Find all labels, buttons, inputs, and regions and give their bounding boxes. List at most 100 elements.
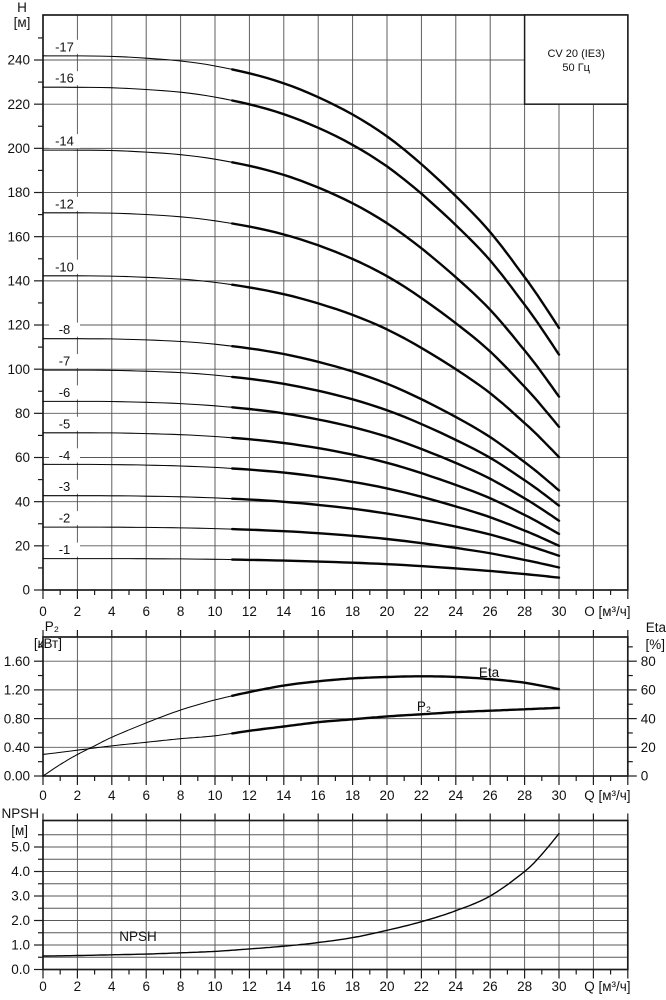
curve--12-bold [230, 222, 561, 428]
x-tick-label: 12 [242, 788, 257, 803]
power-eta-chart: 0.000.400.801.201.60P₂[кВт]020406080Eta[… [4, 619, 666, 803]
curve-label--1: -1 [59, 542, 71, 557]
info-box-model: CV 20 (IE3) [547, 48, 604, 60]
curve--4-thin [42, 463, 233, 470]
curve--12-thin [42, 212, 233, 225]
x-tick-label: 14 [276, 788, 292, 803]
p2-curve-thin [42, 732, 237, 756]
x-tick-label: 10 [207, 604, 222, 619]
eta-tick-label: 0 [641, 769, 649, 784]
eta-curve-bold [230, 675, 561, 697]
x-tick-label: 22 [414, 979, 429, 994]
curve--3-thin [42, 495, 233, 500]
curve-label-bg [49, 385, 80, 400]
x-tick-label: 0 [39, 788, 47, 803]
x-tick-label: 24 [448, 979, 464, 994]
curve--17-thin [42, 55, 233, 70]
curve--16-thin [42, 86, 233, 102]
npsh-curve [42, 832, 560, 957]
npsh-axis-unit: [м] [11, 823, 28, 838]
npsh-axis-title: NPSH [1, 806, 39, 821]
y-tick-label: 220 [7, 97, 30, 112]
curve-label--16: -16 [55, 71, 74, 86]
curve--5-bold [230, 436, 561, 536]
eta-curve-label: Eta [479, 665, 500, 680]
x-tick-label: 6 [142, 788, 150, 803]
x-tick-label: 8 [177, 788, 185, 803]
x-tick-label: 24 [448, 604, 464, 619]
y-tick-label: 100 [7, 362, 30, 377]
curve-label-bg [49, 354, 80, 369]
x-tick-label: 26 [483, 604, 498, 619]
curve--4-bold [230, 467, 561, 547]
curve--10-thin [42, 275, 233, 286]
curve-label-bg [49, 259, 80, 274]
eta-tick-label: 80 [641, 654, 656, 669]
curve-label-bg [49, 322, 80, 337]
p2-tick-label: 0.00 [4, 769, 30, 784]
x-tick-label: 4 [108, 979, 116, 994]
eta-axis-title: Eta [646, 620, 666, 635]
x-tick-label: 18 [345, 979, 360, 994]
curve-label--10: -10 [55, 259, 74, 274]
x-tick-label: 20 [379, 788, 394, 803]
x-tick-label: 8 [177, 979, 185, 994]
x-tick-label: 30 [551, 604, 566, 619]
x-tick-label: 26 [483, 788, 498, 803]
curve-label--14: -14 [55, 134, 74, 149]
y-tick-label: 20 [15, 539, 30, 554]
curve-label-bg [49, 39, 80, 54]
x-tick-label: 24 [448, 788, 464, 803]
x-tick-label: 26 [483, 979, 498, 994]
x-tick-label: 28 [517, 979, 532, 994]
npsh-tick-label: 2.0 [11, 913, 30, 928]
curve--6-thin [42, 400, 233, 408]
y-tick-label: 0 [22, 583, 30, 598]
eta-tick-label: 40 [641, 711, 656, 726]
curve-label-bg [49, 196, 80, 211]
curve-label--7: -7 [59, 354, 71, 369]
x-tick-label: 18 [345, 604, 360, 619]
p2-axis-unit: [кВт] [34, 636, 62, 651]
curve-label--8: -8 [59, 322, 71, 337]
x-tick-label: 22 [414, 604, 429, 619]
npsh-tick-label: 1.0 [11, 938, 30, 953]
x-tick-label: 20 [379, 979, 394, 994]
p2-tick-label: 1.20 [4, 683, 30, 698]
curve-label--17: -17 [55, 39, 74, 54]
x-tick-label: 2 [74, 604, 82, 619]
x-tick-label: 22 [414, 788, 429, 803]
power-eta-plot-border [42, 636, 629, 777]
npsh-tick-label: 0.0 [11, 962, 30, 977]
x-tick-label: 10 [207, 979, 222, 994]
eta-axis-unit: [%] [645, 637, 665, 652]
x-tick-label: 10 [207, 788, 222, 803]
curve--8-thin [42, 338, 233, 347]
x-tick-label: 12 [242, 604, 257, 619]
curve-label-bg [49, 416, 80, 431]
curve--6-bold [230, 406, 561, 522]
curve--16-bold [230, 99, 561, 356]
x-tick-label: 2 [74, 979, 82, 994]
curve-label--2: -2 [59, 511, 71, 526]
curve-label--5: -5 [59, 416, 71, 431]
curve--2-thin [42, 526, 233, 530]
y-tick-label: 120 [7, 318, 30, 333]
p2-curve-label: P₂ [417, 699, 431, 714]
y-tick-label: 160 [7, 229, 30, 244]
curve--10-bold [230, 283, 561, 459]
curve--7-bold [230, 375, 561, 507]
x-tick-label: 0 [39, 979, 47, 994]
x-tick-label: 4 [108, 788, 116, 803]
curve--3-bold [230, 497, 561, 557]
curve--14-bold [230, 161, 561, 398]
curve--8-bold [230, 345, 561, 492]
x-tick-label: 0 [39, 604, 47, 619]
p2-axis-title: P₂ [45, 619, 59, 634]
x-tick-label: 14 [276, 979, 292, 994]
y-tick-label: 40 [15, 494, 30, 509]
x-tick-label: 30 [551, 788, 566, 803]
eta-tick-label: 60 [641, 683, 656, 698]
